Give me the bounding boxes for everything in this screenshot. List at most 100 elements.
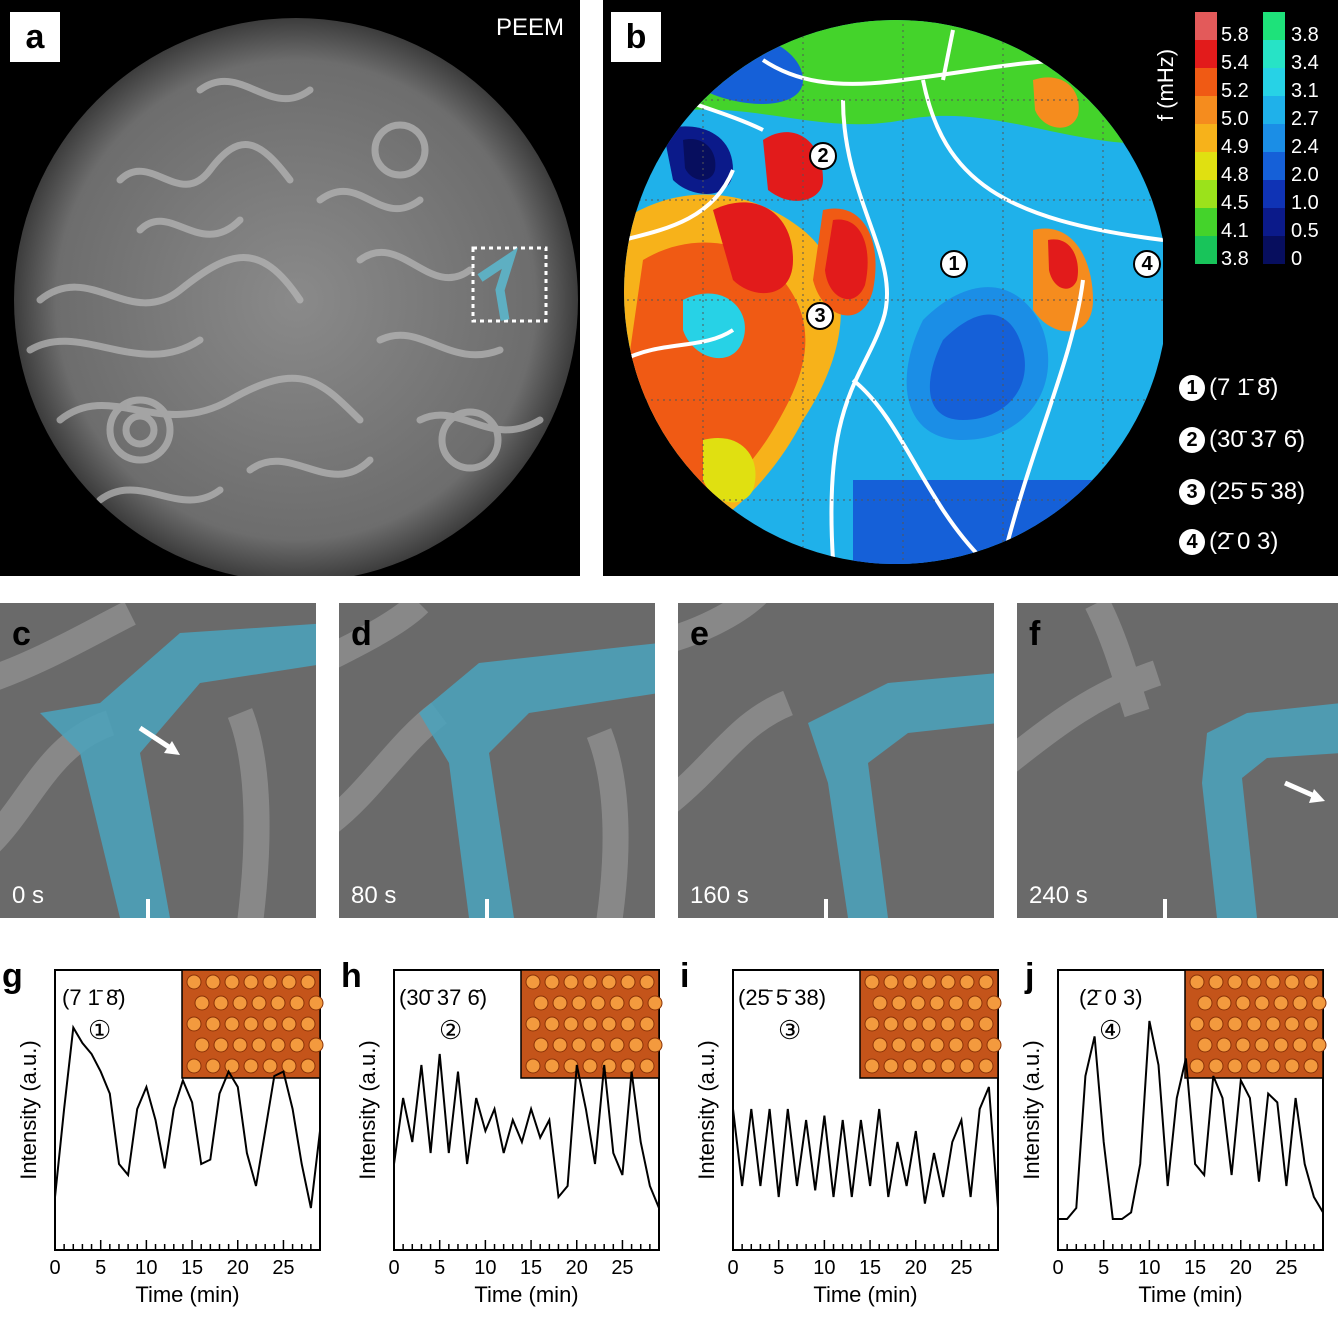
scale-low-swatch	[1263, 12, 1285, 40]
atom-sphere	[921, 1058, 937, 1074]
atom-sphere	[281, 1016, 297, 1032]
atom-sphere	[1227, 1058, 1243, 1074]
graph-label-j: j	[1025, 957, 1035, 995]
atom-sphere	[1311, 1037, 1327, 1053]
x-tick-label: 25	[1275, 1257, 1297, 1279]
atom-sphere	[533, 1037, 549, 1053]
atom-sphere	[1265, 1016, 1281, 1032]
x-tick-label: 20	[905, 1257, 927, 1279]
x-tick-label: 15	[859, 1257, 881, 1279]
atom-sphere	[1197, 995, 1213, 1011]
atom-sphere	[582, 974, 598, 990]
atom-sphere	[1292, 1037, 1308, 1053]
atom-sphere	[1265, 1058, 1281, 1074]
atom-sphere	[639, 1016, 655, 1032]
legend-marker: 2	[1179, 427, 1205, 453]
atom-sphere	[262, 1016, 278, 1032]
scale-high-label: 5.8	[1221, 24, 1249, 46]
frame-e: e 160 s	[678, 603, 994, 918]
atom-sphere	[1303, 974, 1319, 990]
atom-sphere	[1227, 1016, 1243, 1032]
atom-sphere	[609, 995, 625, 1011]
x-axis-label: Time (min)	[813, 1282, 917, 1307]
x-tick-label: 0	[388, 1257, 399, 1279]
atom-sphere	[1284, 974, 1300, 990]
facet-label: (2̄ 0 3)	[1079, 985, 1143, 1010]
atom-sphere	[251, 995, 267, 1011]
atom-sphere	[1284, 1058, 1300, 1074]
frame-image	[678, 603, 994, 918]
atom-sphere	[1292, 995, 1308, 1011]
atom-sphere	[186, 974, 202, 990]
legend-marker: 3	[1179, 479, 1205, 505]
scale-high-swatch	[1195, 208, 1217, 236]
atom-sphere	[910, 995, 926, 1011]
x-tick-label: 0	[49, 1257, 60, 1279]
panel-b: b 2 1 4 3 f (mHz) 5.8 5.4 5.2 5.0 4.9 4.8 4.5 4…	[603, 0, 1338, 576]
scale-high-label: 5.4	[1221, 52, 1249, 74]
x-axis-label: Time (min)	[135, 1282, 239, 1307]
atom-sphere	[552, 1037, 568, 1053]
atom-sphere	[243, 1058, 259, 1074]
atom-sphere	[194, 1037, 210, 1053]
atom-sphere	[1254, 995, 1270, 1011]
frame-image	[339, 603, 655, 918]
frame-time-e: 160 s	[690, 882, 749, 909]
frame-label-e: e	[690, 615, 709, 653]
atom-sphere	[1284, 1016, 1300, 1032]
facet-legend: 1 (7 1̄ 8̄) 2 (30̄ 37 6̄) 3 (25̄ 5̄ 38) 4 (2…	[1179, 374, 1338, 574]
atom-sphere	[1303, 1058, 1319, 1074]
atom-sphere	[940, 1016, 956, 1032]
atom-sphere	[552, 995, 568, 1011]
atom-sphere	[262, 974, 278, 990]
atom-sphere	[940, 974, 956, 990]
frame-time-f: 240 s	[1029, 882, 1088, 909]
atom-sphere	[571, 995, 587, 1011]
atom-sphere	[1235, 1037, 1251, 1053]
scale-low-label: 2.7	[1291, 108, 1319, 130]
atom-sphere	[1189, 1016, 1205, 1032]
peem-image	[14, 18, 578, 576]
atom-sphere	[533, 995, 549, 1011]
atom-sphere	[628, 995, 644, 1011]
atom-sphere	[289, 1037, 305, 1053]
atom-sphere	[544, 1058, 560, 1074]
scale-high-label: 3.8	[1221, 248, 1249, 270]
atom-sphere	[582, 1058, 598, 1074]
x-tick-label: 25	[950, 1257, 972, 1279]
atom-sphere	[1208, 1016, 1224, 1032]
atom-sphere	[590, 995, 606, 1011]
scale-high-swatch	[1195, 180, 1217, 208]
scale-high-swatch	[1195, 12, 1217, 40]
atom-sphere	[959, 974, 975, 990]
scale-high-label: 4.1	[1221, 220, 1249, 242]
x-tick-label: 10	[1138, 1257, 1160, 1279]
legend-row-1: 1 (7 1̄ 8̄)	[1179, 374, 1278, 402]
atom-sphere	[525, 1016, 541, 1032]
x-tick-label: 0	[1052, 1257, 1063, 1279]
frame-label-f: f	[1029, 615, 1041, 653]
atom-sphere	[1246, 1058, 1262, 1074]
scale-low-swatch	[1263, 40, 1285, 68]
map-marker-2: 2	[809, 142, 837, 170]
legend-text: (7 1̄ 8̄)	[1209, 374, 1279, 401]
atom-sphere	[883, 1016, 899, 1032]
scale-low-label: 2.0	[1291, 164, 1319, 186]
scale-high-swatch	[1195, 124, 1217, 152]
legend-text: (30̄ 37 6̄)	[1209, 426, 1306, 453]
intensity-series-line	[732, 1086, 999, 1209]
scale-low-label: 3.8	[1291, 24, 1319, 46]
atom-sphere	[205, 1016, 221, 1032]
atom-sphere	[1246, 974, 1262, 990]
atom-sphere	[544, 1016, 560, 1032]
map-marker-1: 1	[940, 250, 968, 278]
x-tick-label: 25	[611, 1257, 633, 1279]
atom-sphere	[902, 1058, 918, 1074]
atom-sphere	[289, 995, 305, 1011]
atom-sphere	[864, 974, 880, 990]
atom-sphere	[921, 974, 937, 990]
color-scale-low-labels: 3.8 3.4 3.1 2.7 2.4 2.0 1.0 0.5 0	[1291, 24, 1335, 276]
frame-time-c: 0 s	[12, 882, 45, 909]
atom-sphere	[262, 1058, 278, 1074]
atom-sphere	[194, 995, 210, 1011]
